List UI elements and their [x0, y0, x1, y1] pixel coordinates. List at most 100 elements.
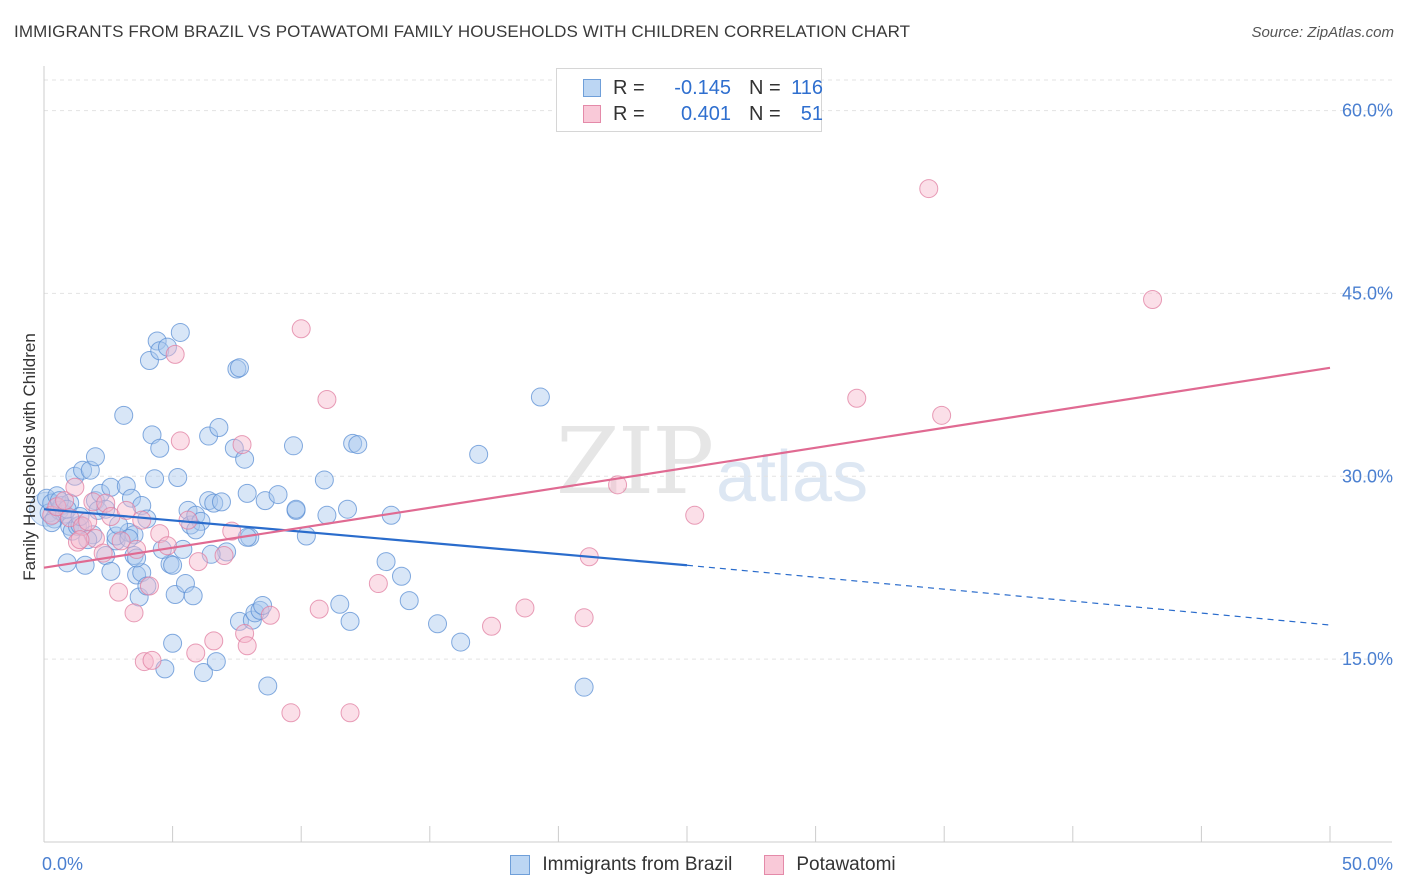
data-point-brazil: [209, 418, 229, 438]
data-point-brazil: [337, 499, 357, 519]
data-point-brazil: [124, 525, 144, 545]
y-tick-label: 30.0%: [1342, 466, 1393, 486]
data-point-brazil: [258, 676, 278, 696]
data-point-brazil: [574, 677, 594, 697]
data-point-potawatomi: [85, 528, 105, 548]
data-point-brazil: [530, 387, 550, 407]
data-point-potawatomi: [170, 431, 190, 451]
data-point-potawatomi: [188, 552, 208, 572]
series-legend: Immigrants from Brazil Potawatomi: [0, 852, 1406, 878]
data-point-brazil: [163, 633, 183, 653]
data-point-potawatomi: [157, 536, 177, 556]
data-point-potawatomi: [291, 319, 311, 339]
data-point-potawatomi: [340, 703, 360, 723]
data-point-brazil: [399, 591, 419, 611]
legend-row-brazil: R = -0.145 N = 116: [583, 75, 823, 101]
data-point-brazil: [235, 449, 255, 469]
legend-r-value: 0.401: [680, 102, 731, 125]
data-point-brazil: [193, 663, 213, 683]
data-point-potawatomi: [109, 582, 129, 602]
legend-n-value: 116: [791, 76, 823, 99]
data-point-brazil: [183, 586, 203, 606]
data-point-brazil: [101, 561, 121, 581]
legend-r-label: R =: [613, 76, 645, 99]
data-point-potawatomi: [55, 491, 75, 511]
data-point-brazil: [451, 632, 471, 652]
legend-item-potawatomi[interactable]: Potawatomi: [764, 854, 896, 876]
legend-n-value: 51: [800, 102, 823, 125]
data-point-potawatomi: [165, 344, 185, 364]
chart-title: IMMIGRANTS FROM BRAZIL VS POTAWATOMI FAM…: [14, 22, 911, 41]
data-point-brazil: [139, 350, 159, 370]
y-axis-label: Family Households with Children: [20, 333, 39, 581]
legend-label-potawatomi: Potawatomi: [796, 854, 896, 875]
data-point-brazil: [157, 337, 177, 357]
data-point-potawatomi: [65, 477, 85, 497]
data-point-brazil: [245, 603, 265, 623]
data-point-brazil: [296, 526, 316, 546]
data-point-potawatomi: [847, 388, 867, 408]
data-point-potawatomi: [515, 598, 535, 618]
data-point-potawatomi: [142, 650, 162, 670]
data-point-potawatomi: [186, 643, 206, 663]
y-tick-label: 60.0%: [1342, 101, 1393, 121]
data-point-brazil: [204, 493, 224, 513]
data-point-brazil: [211, 492, 231, 512]
legend-swatch-potawatomi: [583, 105, 601, 123]
data-point-potawatomi: [111, 531, 131, 551]
legend-n-label: N =: [749, 102, 781, 125]
data-point-potawatomi: [78, 511, 98, 531]
data-point-brazil: [145, 469, 165, 489]
data-point-potawatomi: [204, 631, 224, 651]
data-point-brazil: [206, 652, 226, 672]
data-point-brazil: [217, 542, 237, 562]
data-point-potawatomi: [214, 546, 234, 566]
data-point-brazil: [253, 596, 273, 616]
x-tick-label: 0.0%: [42, 854, 83, 874]
data-point-potawatomi: [232, 435, 252, 455]
data-point-potawatomi: [150, 524, 170, 544]
data-point-brazil: [286, 499, 306, 519]
data-point-brazil: [330, 594, 350, 614]
data-point-potawatomi: [685, 505, 705, 525]
data-point-potawatomi: [574, 608, 594, 628]
y-tick-label: 45.0%: [1342, 283, 1393, 303]
data-point-brazil: [75, 555, 95, 575]
data-point-potawatomi: [482, 616, 502, 636]
data-point-brazil: [168, 468, 188, 488]
series-potawatomi-points: [42, 179, 1163, 723]
data-point-potawatomi: [309, 599, 329, 619]
data-point-brazil: [317, 505, 337, 525]
data-point-brazil: [175, 574, 195, 594]
legend-item-brazil[interactable]: Immigrants from Brazil: [510, 854, 732, 876]
data-point-brazil: [116, 476, 136, 496]
correlation-legend: R = -0.145 N = 116 R = 0.401 N = 51: [556, 68, 823, 132]
data-point-brazil: [114, 405, 134, 425]
data-point-brazil: [283, 436, 303, 456]
tick-labels: 15.0% 30.0% 45.0% 60.0% 0.0% 50.0%: [42, 101, 1393, 874]
data-point-brazil: [150, 438, 170, 458]
data-point-brazil: [163, 555, 183, 575]
data-point-potawatomi: [260, 605, 280, 625]
data-point-brazil: [376, 552, 396, 572]
data-point-brazil: [268, 485, 288, 505]
data-point-potawatomi: [1143, 290, 1163, 310]
series-brazil-points: [29, 322, 594, 697]
data-point-brazil: [85, 447, 105, 467]
data-point-brazil: [469, 444, 489, 464]
data-point-potawatomi: [139, 576, 159, 596]
data-point-brazil: [121, 488, 141, 508]
data-point-brazil: [255, 491, 275, 511]
legend-swatch-brazil: [583, 79, 601, 97]
data-point-potawatomi: [235, 624, 255, 644]
trend-line-brazil-extrapolated: [686, 564, 1331, 626]
data-point-brazil: [73, 460, 93, 480]
data-point-brazil: [428, 614, 448, 634]
y-tick-label: 15.0%: [1342, 649, 1393, 669]
x-tick-label: 50.0%: [1342, 854, 1393, 874]
legend-r-value: -0.145: [674, 76, 731, 99]
trend-lines: [43, 366, 1331, 626]
legend-r-label: R =: [613, 102, 645, 125]
legend-swatch-potawatomi: [764, 855, 785, 875]
